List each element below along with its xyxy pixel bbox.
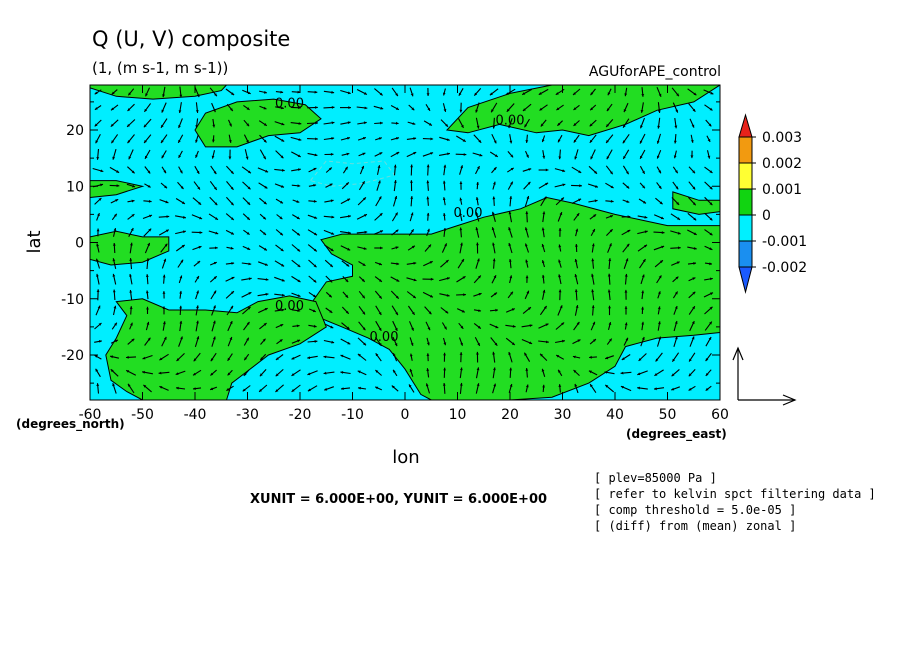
x-tick-label: 30 [554,407,572,423]
colorbar-segment [739,215,752,241]
contour-label-0: 0.00 [275,97,304,112]
x-tick-label: 50 [659,407,677,423]
dataset-label: AGUforAPE_control [589,64,721,80]
chart-title: Q (U, V) composite [92,27,290,51]
y-tick-label: 10 [66,179,84,195]
colorbar-label: 0.002 [762,156,802,172]
contour-label-4: 0.00 [370,330,399,345]
y-tick-label: 0 [75,236,84,252]
colorbar-segment [739,163,752,189]
colorbar-label: 0.003 [762,130,802,146]
y-tick-label: 20 [66,123,84,139]
x-tick-label: 40 [606,407,624,423]
x-tick-label: 10 [449,407,467,423]
x-tick-label: 20 [501,407,519,423]
chart-subtitle: (1, (m s-1, m s-1)) [92,59,228,77]
y-tick-label: -10 [61,292,84,308]
x-tick-label: -50 [131,407,154,423]
y-axis-label: lat [24,230,45,253]
y-unit-label: (degrees_north) [16,417,125,432]
vector-scale-note: XUNIT = 6.000E+00, YUNIT = 6.000E+00 [250,492,547,507]
colorbar-label: -0.001 [762,234,807,250]
x-tick-label: -40 [184,407,207,423]
note-filter: [ refer to kelvin spct filtering data ] [594,487,876,501]
contour-label-2: 0.00 [454,206,483,221]
contour-label-3: 0.00 [275,299,304,314]
note-threshold: [ comp threshold = 5.0e-05 ] [594,503,796,517]
colorbar: 0.003 0.002 0.001 0 -0.001 -0.002 [739,115,807,292]
y-tick-label: -20 [61,348,84,364]
x-tick-label: 0 [401,407,410,423]
colorbar-segment [739,241,752,267]
x-tick-label: 60 [711,407,729,423]
contour-label-1: 0.00 [496,113,525,128]
colorbar-label: 0.001 [762,182,802,198]
colorbar-label: 0 [762,208,771,224]
colorbar-label: -0.002 [762,260,807,276]
colorbar-segment [739,137,752,163]
x-tick-label: -10 [341,407,364,423]
x-tick-label: -30 [236,407,259,423]
note-diff: [ (diff) from (mean) zonal ] [594,519,796,533]
x-tick-label: -20 [289,407,312,423]
reference-vector [733,348,795,405]
x-unit-label: (degrees_east) [626,427,727,442]
colorbar-segment [739,189,752,215]
colorbar-under [739,267,752,292]
x-axis-label: lon [392,447,419,468]
note-plev: [ plev=85000 Pa ] [594,471,717,485]
colorbar-over [739,115,752,137]
